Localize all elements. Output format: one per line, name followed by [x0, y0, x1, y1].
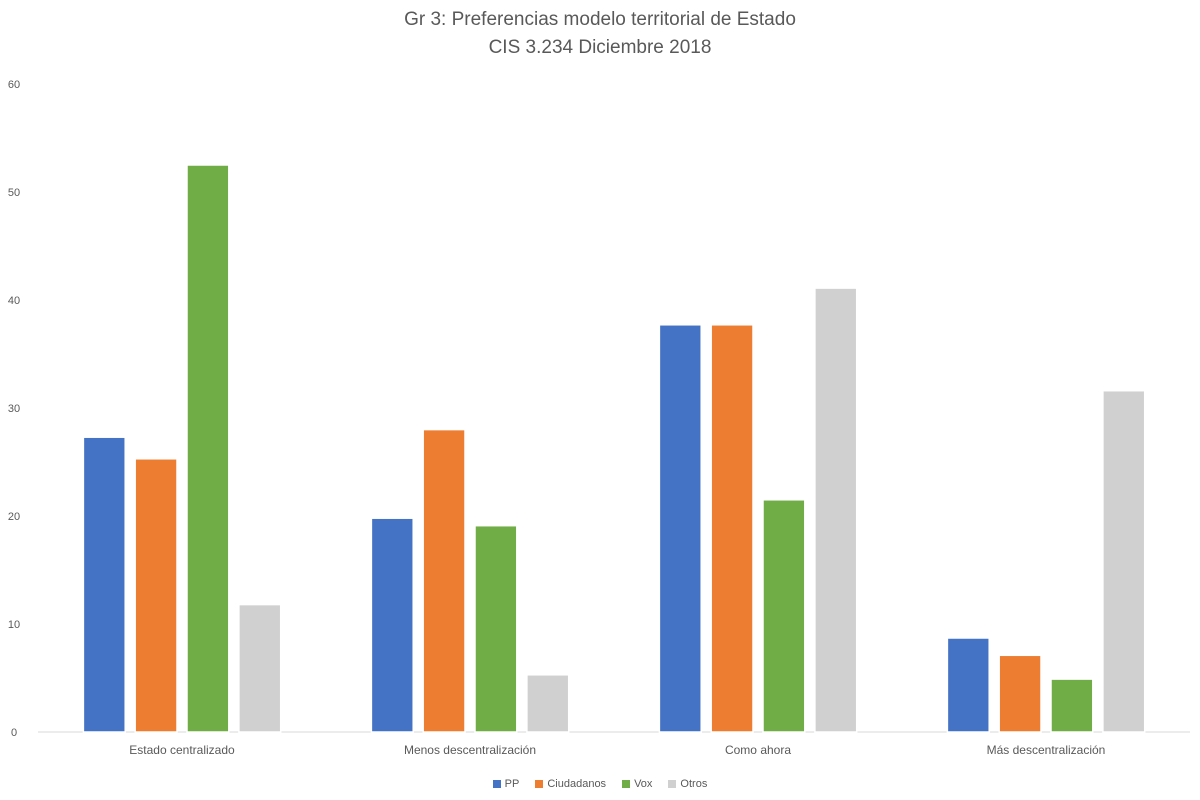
chart-subtitle: CIS 3.234 Diciembre 2018	[488, 37, 712, 58]
chart-legend: PP Ciudadanos Vox Otros	[0, 778, 1200, 790]
legend-label: PP	[504, 778, 520, 790]
bar-otros-2	[526, 674, 570, 733]
y-tick-label: 60	[8, 79, 20, 91]
legend-label: Otros	[680, 778, 708, 790]
chart-title: Gr 3: Preferencias modelo territorial de…	[404, 9, 796, 30]
bar-vox-4	[1050, 678, 1094, 733]
y-tick-label: 0	[11, 727, 17, 739]
bar-vox-1	[186, 164, 230, 733]
bar-pp-2	[370, 517, 414, 733]
bar-otros-3	[814, 287, 858, 733]
legend-label: Vox	[634, 778, 653, 790]
bar-ciudadanos-2	[422, 428, 466, 733]
x-category-label: Como ahora	[725, 743, 791, 757]
legend-swatch	[492, 780, 501, 788]
bar-ciudadanos-1	[134, 458, 178, 733]
legend-swatch	[668, 780, 677, 788]
x-category-label: Menos descentralización	[404, 743, 536, 757]
x-category-label: Estado centralizado	[129, 743, 235, 757]
bar-ciudadanos-3	[710, 324, 754, 733]
bar-otros-1	[238, 603, 282, 733]
legend-swatch	[622, 780, 631, 788]
bar-vox-2	[474, 524, 518, 733]
y-tick-label: 40	[8, 295, 20, 307]
legend-item-ciudadanos: Ciudadanos	[535, 778, 606, 790]
bar-pp-4	[946, 637, 990, 733]
y-tick-label: 50	[8, 187, 20, 199]
y-tick-label: 20	[8, 511, 20, 523]
legend-item-vox: Vox	[622, 778, 652, 790]
y-tick-label: 30	[8, 403, 20, 415]
legend-swatch	[535, 780, 544, 788]
x-category-label: Más descentralización	[987, 743, 1106, 757]
bar-pp-3	[658, 324, 702, 733]
bar-ciudadanos-4	[998, 654, 1042, 733]
bar-vox-3	[762, 499, 806, 733]
bar-pp-1	[82, 436, 126, 733]
bar-otros-4	[1102, 389, 1146, 733]
legend-item-pp: PP	[492, 778, 520, 790]
y-tick-label: 10	[8, 619, 20, 631]
legend-item-otros: Otros	[668, 778, 707, 790]
chart-title-block: Gr 3: Preferencias modelo territorial de…	[0, 6, 1200, 62]
legend-label: Ciudadanos	[547, 778, 607, 790]
